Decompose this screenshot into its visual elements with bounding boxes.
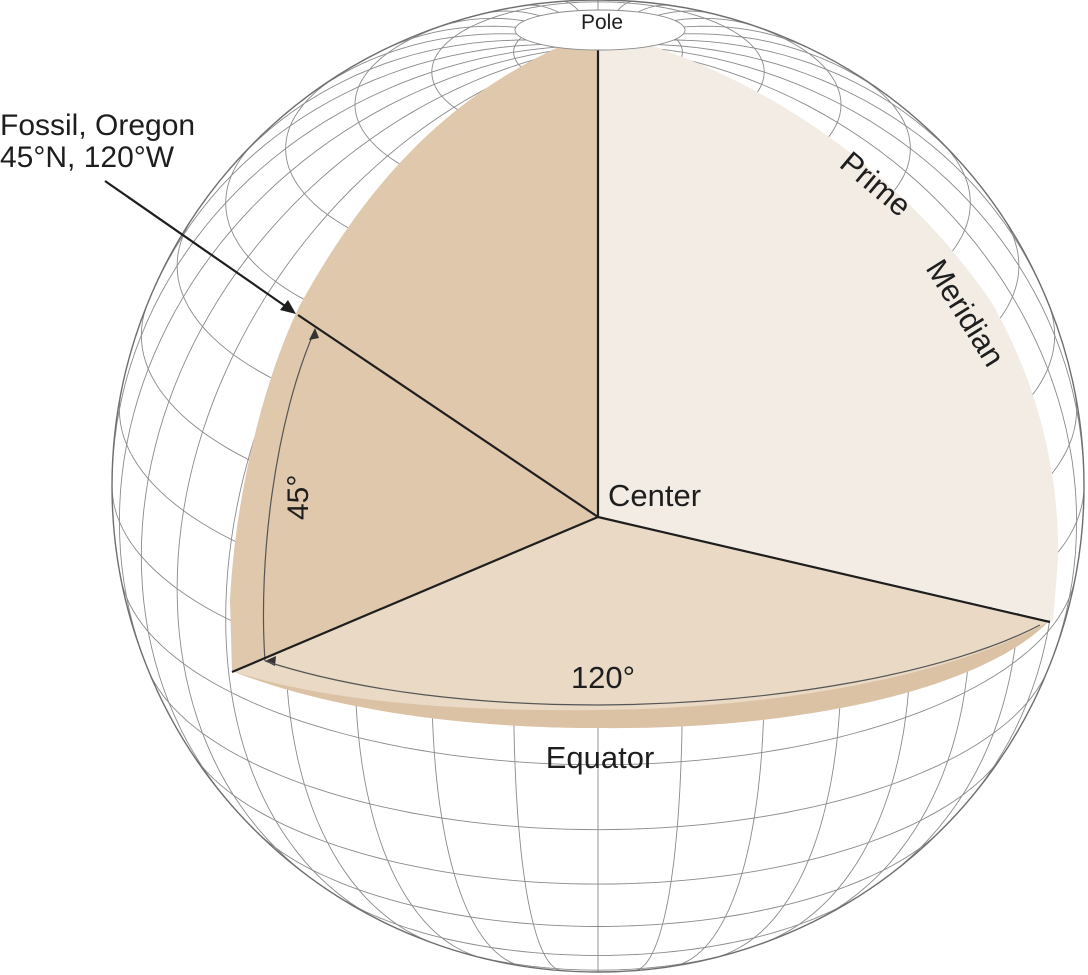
- longitude-radius: [231, 515, 599, 674]
- equatorial-rim-band: [232, 622, 1048, 729]
- meridian-line: [597, 45, 1078, 671]
- meridian-line: [153, 43, 599, 289]
- location-pointer-line: [104, 180, 289, 309]
- longitude-angle-label: 120°: [571, 660, 635, 695]
- meridian-line: [140, 45, 599, 802]
- meridian-line: [597, 43, 1043, 289]
- sphere-outline: [111, 0, 1085, 973]
- location-coords-label: 45°N, 120°W: [0, 141, 175, 174]
- latitude-arrowhead: [309, 328, 319, 340]
- meridian-line: [597, 45, 1084, 471]
- location-radius: [297, 314, 599, 518]
- meridian-line: [112, 45, 599, 487]
- prime-meridian-radius: [597, 515, 1051, 624]
- prime-meridian-wedge: [598, 30, 1059, 621]
- center-label: Center: [608, 478, 701, 513]
- meridian-line: [176, 45, 599, 875]
- latitude-angle-arc: [262, 329, 316, 662]
- pole-cap: [514, 9, 686, 51]
- longitude-angle-arc: [264, 624, 1041, 706]
- equator-label: Equator: [546, 740, 655, 775]
- pole-label: Pole: [581, 11, 623, 34]
- meridian-line: [118, 45, 599, 671]
- latitude-angle-label: 45°: [282, 475, 315, 520]
- cutaway-back-wedge: [230, 30, 598, 671]
- equatorial-wedge: [232, 517, 1048, 729]
- location-pointer-arrowhead: [280, 300, 296, 314]
- location-name-label: Fossil, Oregon: [0, 109, 195, 142]
